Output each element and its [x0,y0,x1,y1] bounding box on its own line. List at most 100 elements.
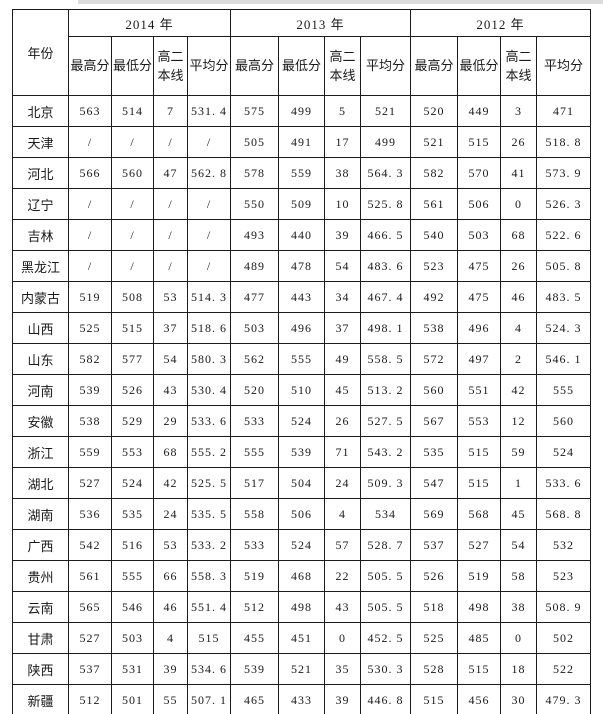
score-cell: 39 [324,684,362,714]
score-cell: 530. 3 [360,653,412,685]
score-cell: 535 [410,436,459,468]
score-cell: 535 [111,498,154,530]
score-cell: 24 [153,498,188,530]
score-cell: 34 [324,281,362,313]
score-cell: 493 [230,219,280,251]
score-cell: / [153,188,188,220]
score-cell: 525. 8 [360,188,412,220]
score-cell: 5 [324,95,362,127]
province-cell: 贵州 [12,560,69,592]
score-cell: 499 [360,126,412,158]
score-cell: 524 [536,436,592,468]
score-cell: 30 [500,684,538,714]
score-cell: 524 [278,405,326,437]
score-cell: 555. 2 [186,436,232,468]
score-cell: 452. 5 [360,622,412,654]
province-cell: 河南 [12,374,69,406]
province-cell: 广西 [12,529,69,561]
header-max-2014: 最高分 [68,36,112,96]
score-cell: 443 [278,281,326,313]
score-cell: 491 [278,126,326,158]
score-cell: 508. 9 [536,591,592,623]
score-cell: 573. 9 [536,157,592,189]
score-cell: 505. 5 [360,560,412,592]
score-cell: 562 [230,343,280,375]
score-cell: 546. 1 [536,343,592,375]
score-cell: / [68,250,112,282]
score-cell: 566 [68,157,112,189]
score-cell: / [153,219,188,251]
score-cell: 49 [324,343,362,375]
score-cell: 59 [500,436,538,468]
table-row: 黑龙江 / / //489 478 54 483. 6 523 475 26 505. 8 [12,250,592,282]
score-cell: 568 [457,498,502,530]
score-cell: / [111,250,154,282]
table-row: 云南 565 546 46 551. 4 512 498 43 505. 5 518 498 38 50… [12,591,592,623]
province-cell: 吉林 [12,219,69,251]
score-cell: 559 [278,157,326,189]
score-cell: 509 [278,188,326,220]
score-cell: 560 [111,157,154,189]
header-line-2014: 高二本线 [153,36,188,96]
score-cell: 22 [324,560,362,592]
score-cell: 559 [68,436,112,468]
score-cell: 37 [153,312,188,344]
province-cell: 山东 [12,343,69,375]
table-row: 山东 582 577 54 580. 3 562 555 49 558. 5 572 497 2 546… [12,343,592,375]
score-cell: 565 [68,591,112,623]
score-cell: 516 [111,529,154,561]
score-cell: 528. 7 [360,529,412,561]
table-row: 北京 563 514 7 531. 4 575 499 5 521 520 449 3 471 [12,95,592,127]
score-cell: / [153,250,188,282]
score-cell: 477 [230,281,280,313]
score-cell: 496 [278,312,326,344]
score-cell: 58 [500,560,538,592]
score-cell: 527 [68,467,112,499]
score-cell: 546 [111,591,154,623]
score-cell: 4 [153,622,188,654]
score-cell: 537 [410,529,459,561]
table-row: 内蒙古 519 508 53 514. 3 477 443 34 467. 4 492 475 46 4… [12,281,592,313]
score-cell: 531. 4 [186,95,232,127]
score-cell: 572 [410,343,459,375]
score-cell: 569 [410,498,459,530]
header-max-2013: 最高分 [230,36,280,96]
score-cell: 467. 4 [360,281,412,313]
score-cell: 580. 3 [186,343,232,375]
score-cell: 582 [68,343,112,375]
score-cell: 1 [500,467,538,499]
score-cell: 68 [500,219,538,251]
score-cell: 515 [410,684,459,714]
table-row: 新疆 512 501 55 507. 1 465 433 39 446. 8 515 456 30 47… [12,684,592,714]
score-cell: 489 [230,250,280,282]
score-cell: 514. 3 [186,281,232,313]
score-cell: 529 [111,405,154,437]
score-cell: 533 [230,405,280,437]
score-cell: 26 [500,250,538,282]
score-cell: 451 [278,622,326,654]
score-cell: 26 [324,405,362,437]
table-row: 湖北 527 524 42 525. 5 517 504 24 509. 3 547 515 1 533… [12,467,592,499]
score-cell: 468 [278,560,326,592]
score-cell: 46 [500,281,538,313]
score-cell: 12 [500,405,538,437]
score-cell: 525. 5 [186,467,232,499]
score-cell: 479. 3 [536,684,592,714]
score-cell: 35 [324,653,362,685]
score-cell: 567 [410,405,459,437]
score-cell: 433 [278,684,326,714]
score-cell: 527 [68,622,112,654]
score-cell: 449 [457,95,502,127]
province-cell: 甘肃 [12,622,69,654]
score-cell: 525 [68,312,112,344]
score-cell: 510 [278,374,326,406]
score-cell: 4 [324,498,362,530]
score-cell: 485 [457,622,502,654]
score-cell: 498 [457,591,502,623]
score-cell: 456 [457,684,502,714]
score-cell: 508 [111,281,154,313]
score-cell: / [153,126,188,158]
score-cell: 520 [410,95,459,127]
score-cell: 497 [457,343,502,375]
score-cell: 54 [153,343,188,375]
